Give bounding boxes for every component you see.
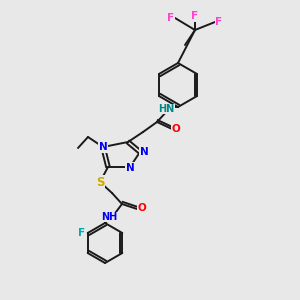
Text: NH: NH (101, 212, 117, 222)
Text: N: N (140, 147, 148, 157)
Text: HN: HN (158, 104, 174, 114)
Text: N: N (126, 163, 134, 173)
Text: S: S (96, 176, 104, 188)
Text: F: F (215, 17, 223, 27)
Text: N: N (99, 142, 107, 152)
Text: F: F (191, 11, 199, 21)
Text: O: O (138, 203, 146, 213)
Text: O: O (172, 124, 180, 134)
Text: F: F (78, 228, 85, 238)
Text: F: F (167, 13, 175, 23)
